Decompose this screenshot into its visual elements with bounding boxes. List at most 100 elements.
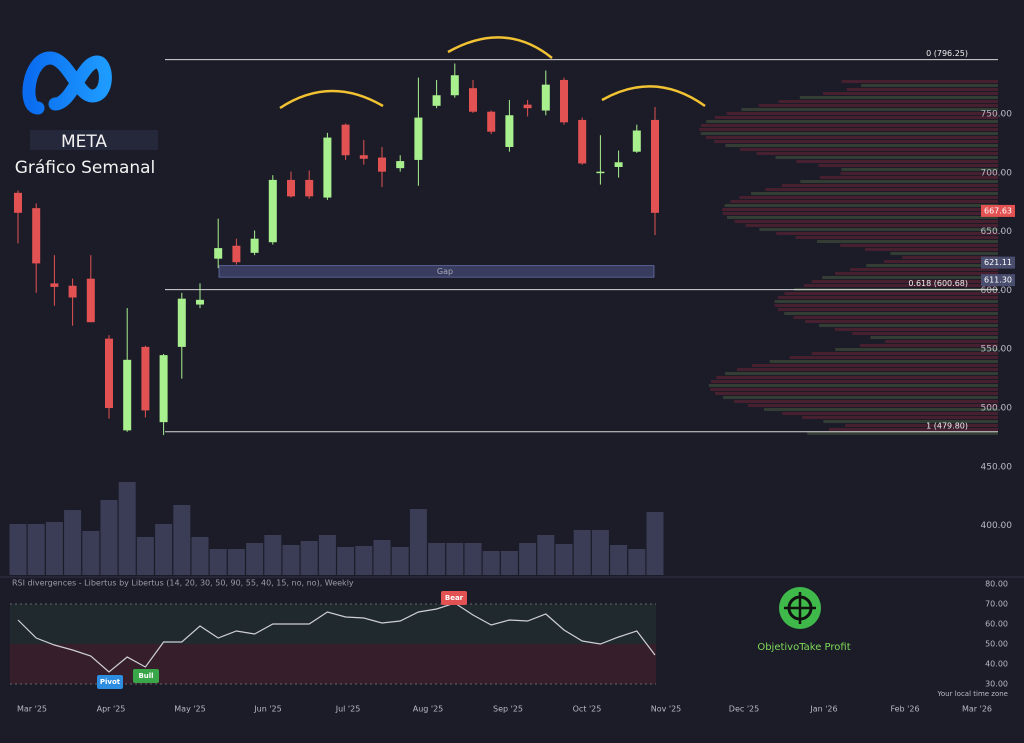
volume-profile-row	[811, 280, 998, 283]
volume-profile-row	[725, 372, 998, 375]
volume-profile-row	[799, 96, 998, 99]
volume-profile-row	[710, 388, 998, 391]
arc	[601, 85, 706, 108]
x-tick-label: Jul '25	[335, 705, 361, 714]
candle-body	[196, 299, 204, 305]
rsi-tick-label: 30.00	[985, 680, 1008, 689]
x-tick-label: Sep '25	[493, 705, 523, 714]
volume-profile-row	[861, 84, 998, 87]
volume-profile-row	[734, 400, 998, 403]
volume-profile-row	[777, 308, 998, 311]
brand: ObjetivoTake Profit	[757, 642, 850, 653]
volume-bar	[9, 524, 27, 575]
volume-profile-row	[701, 124, 998, 127]
volume-profile-row	[715, 392, 998, 395]
volume-profile-row	[800, 180, 998, 183]
volume-profile-row	[722, 208, 998, 211]
candle-body	[159, 355, 168, 423]
candle-body	[651, 119, 659, 213]
logo-label-bg	[30, 130, 158, 150]
volume-profile-row	[834, 328, 998, 331]
volume-bar	[646, 512, 664, 575]
volume-profile-row	[819, 324, 998, 327]
volume-bar	[355, 546, 373, 575]
rsi-tick-label: 40.00	[985, 660, 1008, 669]
volume-profile-row	[840, 244, 998, 247]
volume-profile-row	[705, 136, 998, 139]
rsi-tick-label: 60.00	[985, 620, 1008, 629]
volume-profile-row	[714, 140, 998, 143]
signal-label: Pivot	[100, 678, 121, 686]
volume-bar	[173, 505, 191, 575]
x-tick-label: Nov '25	[651, 705, 682, 714]
volume-profile-row	[700, 132, 998, 135]
volume-bar	[519, 543, 537, 575]
rsi-tick-label: 50.00	[985, 640, 1008, 649]
volume-bar	[591, 530, 609, 575]
volume-profile-row	[802, 416, 998, 419]
volume-profile-row	[784, 312, 998, 315]
candle-body	[523, 104, 532, 109]
x-tick-label: Jan '26	[809, 705, 837, 714]
volume-profile-row	[747, 404, 998, 407]
candle-body	[469, 88, 477, 112]
volume-bar	[27, 524, 45, 575]
volume-profile-row	[727, 216, 998, 219]
volume-profile-row	[789, 356, 998, 359]
volume-profile-row	[758, 104, 998, 107]
volume-profile-row	[752, 364, 998, 367]
volume-profile-row	[725, 144, 998, 147]
volume-profile-row	[807, 432, 998, 435]
volume-profile-row	[859, 344, 998, 347]
candle-body	[432, 95, 441, 106]
x-tick-label: Aug '25	[413, 705, 444, 714]
candle-body	[177, 298, 186, 347]
volume-bar	[610, 545, 628, 575]
volume-bar	[482, 551, 500, 575]
volume-profile-row	[706, 120, 998, 123]
volume-profile-row	[811, 352, 998, 355]
candle-body	[214, 248, 223, 259]
candle-body	[123, 359, 132, 431]
candle-body	[341, 124, 350, 156]
volume-profile-row	[722, 212, 998, 215]
y-tick-label: 500.00	[981, 404, 1013, 414]
volume-profile-row	[841, 168, 998, 171]
candle-body	[68, 285, 77, 298]
gap-box	[218, 265, 655, 278]
volume-profile-row	[870, 336, 998, 339]
volume-profile-row	[782, 412, 998, 415]
volume-bar	[464, 543, 482, 575]
x-tick-label: Apr '25	[97, 705, 126, 714]
x-tick-label: Dec '25	[729, 705, 759, 714]
volume-profile-row	[803, 284, 998, 287]
volume-profile-row	[822, 92, 998, 95]
fib-label: 0.618 (600.68)	[908, 279, 968, 288]
meta-logo	[22, 51, 112, 115]
volume-profile-row	[835, 272, 998, 275]
volume-bar	[64, 510, 82, 575]
candle-body	[578, 119, 587, 164]
volume-profile-row	[724, 204, 998, 207]
volume-profile-row	[764, 408, 998, 411]
volume-bar	[500, 551, 518, 575]
candle-body	[614, 162, 623, 167]
candle-body	[287, 179, 295, 197]
signal-badge	[97, 675, 123, 689]
candle-body	[487, 111, 496, 132]
price-tag	[981, 274, 1015, 287]
volume-bar	[318, 535, 336, 575]
ticker: META	[61, 132, 107, 152]
candle-body	[232, 245, 241, 263]
volume-profile-row	[890, 252, 998, 255]
volume-profile-row	[795, 236, 998, 239]
volume-profile-row	[741, 108, 998, 111]
volume-profile-row	[730, 200, 998, 203]
volume-bar	[409, 509, 427, 575]
y-tick-label: 750.00	[981, 110, 1013, 120]
y-tick-label: 700.00	[981, 168, 1013, 178]
volume-profile-row	[708, 384, 998, 387]
candle-body	[596, 171, 605, 174]
volume-bar	[628, 549, 646, 575]
candle-body	[378, 157, 386, 172]
